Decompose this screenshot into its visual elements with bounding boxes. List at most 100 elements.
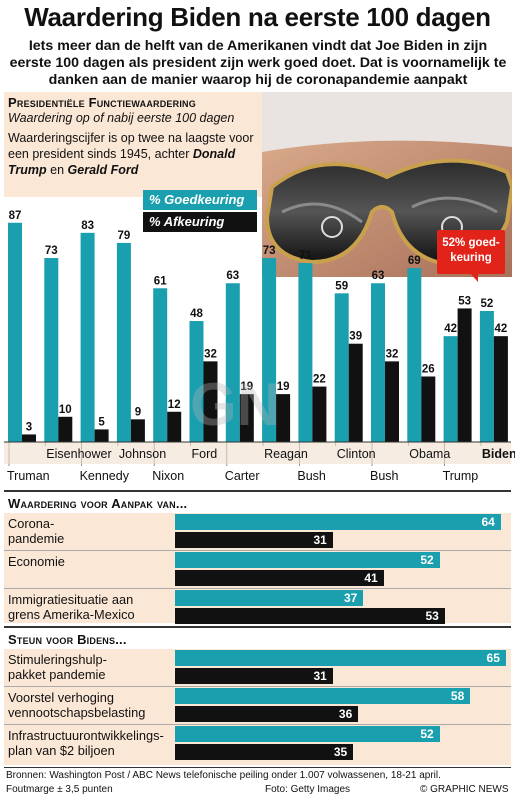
bar-disapprove-2	[94, 429, 109, 442]
hbar-disapprove: 53	[175, 608, 445, 624]
note-and: en	[50, 163, 65, 177]
bar-disapprove-12	[457, 308, 472, 442]
bar-disapprove-13	[493, 336, 508, 442]
row-label-line2: plan van $2 biljoen	[8, 743, 115, 758]
bar-disapprove-8	[312, 386, 327, 442]
section2-heading: Waardering voor Aanpak van...	[8, 496, 188, 511]
row-label-line2: pakket pandemie	[8, 667, 106, 682]
label-disapprove-8: 22	[313, 374, 326, 386]
bar-disapprove-6	[239, 394, 254, 442]
row-label-line2: vennootschapsbelasting	[8, 705, 146, 720]
label-disapprove-12: 53	[458, 295, 471, 307]
bar-approve-4	[153, 288, 168, 442]
page-subtitle: Iets meer dan de helft van de Amerikanen…	[9, 38, 507, 88]
row-label-line2: grens Amerika-Mexico	[8, 607, 135, 622]
label-approve-12: 42	[444, 323, 457, 335]
bar-disapprove-5	[203, 361, 218, 442]
category-label-3: Johnson	[119, 447, 166, 461]
category-label-13: Biden	[482, 447, 515, 461]
category-label-8: Bush	[297, 469, 326, 483]
category-label-7: Reagan	[264, 447, 308, 461]
bar-approve-10	[371, 283, 385, 442]
label-disapprove-9: 39	[349, 331, 362, 343]
bar-approve-7	[262, 258, 277, 442]
hbar-approve: 65	[175, 650, 506, 666]
row-label-line1: Infrastructuurontwikkelings-	[8, 728, 164, 743]
divider	[4, 626, 511, 628]
section1-subheading: Waardering op of nabij eerste 100 dagen	[8, 111, 235, 125]
label-disapprove-6: 19	[240, 381, 253, 393]
label-disapprove-7: 19	[277, 381, 290, 393]
label-disapprove-4: 12	[168, 399, 181, 411]
bar-disapprove-4	[167, 411, 182, 442]
category-label-1: Eisenhower	[46, 447, 111, 461]
row-separator	[4, 550, 511, 551]
label-disapprove-5: 32	[204, 348, 217, 360]
label-disapprove-0: 3	[26, 421, 32, 433]
bar-approve-11	[407, 268, 422, 442]
footer-photo-credit: Foto: Getty Images	[265, 784, 351, 795]
bar-approve-6	[225, 283, 240, 442]
bar-approve-3	[116, 242, 131, 442]
bar-disapprove-9	[348, 343, 363, 442]
legend-disapprove: % Afkeuring	[143, 212, 257, 232]
bar-approve-8	[298, 263, 313, 442]
category-label-0: Truman	[7, 469, 50, 483]
label-approve-13: 52	[481, 298, 494, 310]
footer-credit: © GRAPHIC NEWS	[420, 784, 509, 795]
label-approve-10: 63	[372, 270, 385, 282]
category-label-9: Clinton	[337, 447, 376, 461]
category-label-5: Ford	[192, 447, 218, 461]
label-approve-9: 59	[335, 280, 348, 292]
footer-margin: Foutmarge ± 3,5 punten	[6, 784, 113, 795]
label-approve-5: 48	[190, 308, 203, 320]
label-approve-8: 71	[299, 250, 312, 262]
label-approve-11: 69	[408, 255, 421, 267]
presidential-approval-chart: 87 3 73 10 83 5 79 9 61 12 48 32 63 19 73 19 71 22 59 39 63 3…	[4, 210, 515, 483]
bar-disapprove-10	[385, 361, 399, 442]
note-text: Waarderingscijfer is op twee na laagste …	[8, 131, 254, 161]
footer-sources: Bronnen: Washington Post / ABC News tele…	[6, 770, 441, 781]
bar-disapprove-11	[421, 376, 436, 442]
page-title: Waardering Biden na eerste 100 dagen	[24, 2, 491, 32]
label-disapprove-11: 26	[422, 363, 435, 375]
bar-approve-2	[80, 232, 95, 442]
row-label-line2: pandemie	[8, 531, 65, 546]
label-approve-1: 73	[45, 245, 58, 257]
bar-approve-12	[443, 336, 458, 442]
category-label-12: Trump	[443, 469, 479, 483]
hbar-approve: 52	[175, 552, 440, 568]
row-label-line1: Voorstel verhoging	[8, 690, 114, 705]
label-disapprove-13: 42	[495, 323, 508, 335]
divider	[4, 490, 511, 492]
category-label-11: Obama	[409, 447, 450, 461]
callout-pointer	[470, 273, 478, 282]
label-approve-4: 61	[154, 275, 167, 287]
note-name-ford: Gerald Ford	[67, 163, 139, 177]
category-label-4: Nixon	[152, 469, 184, 483]
watermark: GN	[190, 371, 280, 438]
hbar-approve: 37	[175, 590, 364, 606]
label-band	[4, 442, 511, 464]
category-label-6: Carter	[225, 469, 260, 483]
hbar-disapprove: 31	[175, 532, 333, 548]
section3-heading: Steun voor Bidens...	[8, 632, 127, 647]
label-disapprove-2: 5	[98, 416, 105, 428]
hbar-disapprove: 41	[175, 570, 384, 586]
row-label-line1: Immigratiesituatie aan	[8, 592, 134, 607]
bar-approve-13	[479, 310, 494, 442]
category-label-10: Bush	[370, 469, 399, 483]
row-label-line1: Economie	[8, 554, 65, 569]
bar-disapprove-1	[58, 416, 73, 442]
label-disapprove-1: 10	[59, 404, 72, 416]
row-separator	[4, 686, 511, 687]
category-label-2: Kennedy	[80, 469, 130, 483]
row-label-line1: Corona-	[8, 516, 55, 531]
bar-disapprove-7	[276, 394, 291, 442]
row-label-line1: Stimuleringshulp-	[8, 652, 107, 667]
hbar-disapprove: 31	[175, 668, 333, 684]
bar-approve-0	[8, 222, 22, 442]
label-approve-3: 79	[118, 230, 131, 242]
bar-approve-1	[44, 258, 59, 442]
hbar-approve: 58	[175, 688, 471, 704]
